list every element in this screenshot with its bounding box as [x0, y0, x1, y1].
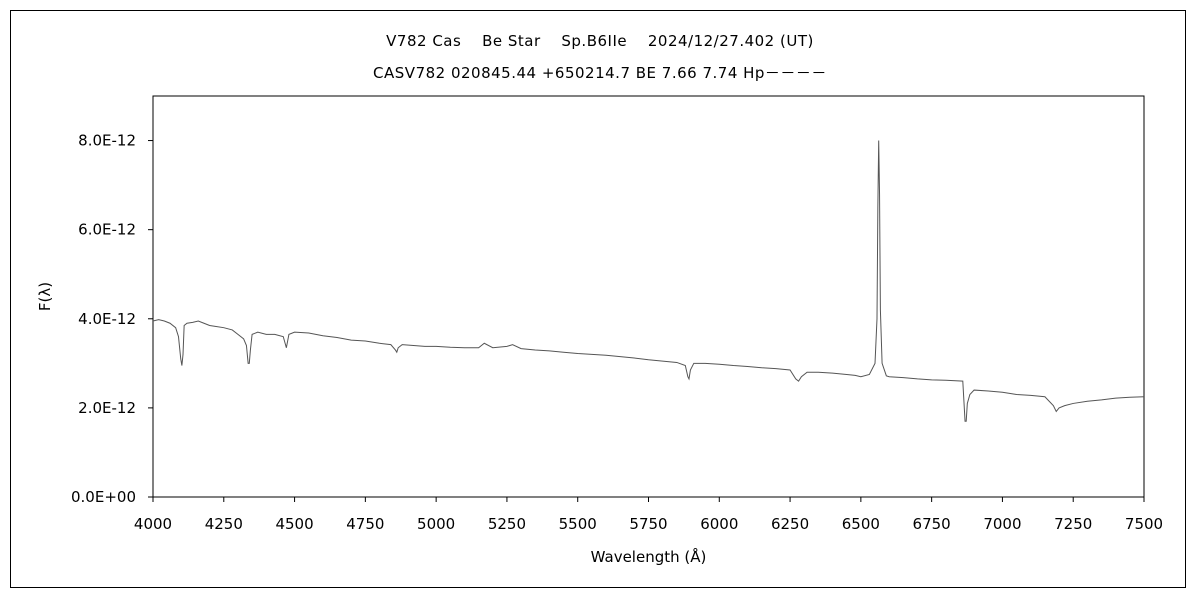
x-tick-label: 4000 — [134, 515, 172, 533]
x-tick-label: 5500 — [559, 515, 597, 533]
x-axis: 4000 4250 4500 4750 5000 5250 5500 5750 6000 6250… — [134, 497, 1163, 533]
x-tick-label: 5250 — [488, 515, 526, 533]
y-tick-label: 8.0E-12 — [78, 132, 136, 150]
x-tick-label: 6250 — [771, 515, 809, 533]
y-tick-label: 2.0E-12 — [78, 399, 136, 417]
x-tick-label: 7500 — [1125, 515, 1163, 533]
plot-area — [152, 95, 1145, 498]
chart-frame — [10, 10, 1186, 588]
x-axis-label: Wavelength (Å) — [591, 547, 707, 566]
y-tick-label: 4.0E-12 — [78, 310, 136, 328]
chart-title: V782 Cas Be Star Sp.B6IIe 2024/12/27.402… — [386, 32, 814, 50]
y-axis-label: F(λ) — [36, 282, 54, 311]
x-tick-label: 5000 — [417, 515, 455, 533]
y-axis: 0.0E+00 2.0E-12 4.0E-12 6.0E-12 8.0E-12 — [71, 132, 153, 506]
x-tick-label: 6500 — [842, 515, 880, 533]
chart-subtitle: CASV782 020845.44 +650214.7 BE 7.66 7.74… — [373, 64, 827, 82]
x-tick-label: 7250 — [1054, 515, 1092, 533]
x-tick-label: 5750 — [629, 515, 667, 533]
spectrum-line — [152, 140, 1145, 422]
x-tick-label: 4750 — [346, 515, 384, 533]
y-tick-label: 6.0E-12 — [78, 221, 136, 239]
x-tick-label: 4250 — [205, 515, 243, 533]
x-tick-label: 7000 — [983, 515, 1021, 533]
x-tick-label: 4500 — [275, 515, 313, 533]
x-tick-label: 6750 — [913, 515, 951, 533]
y-tick-label: 0.0E+00 — [71, 488, 136, 506]
x-tick-label: 6000 — [700, 515, 738, 533]
